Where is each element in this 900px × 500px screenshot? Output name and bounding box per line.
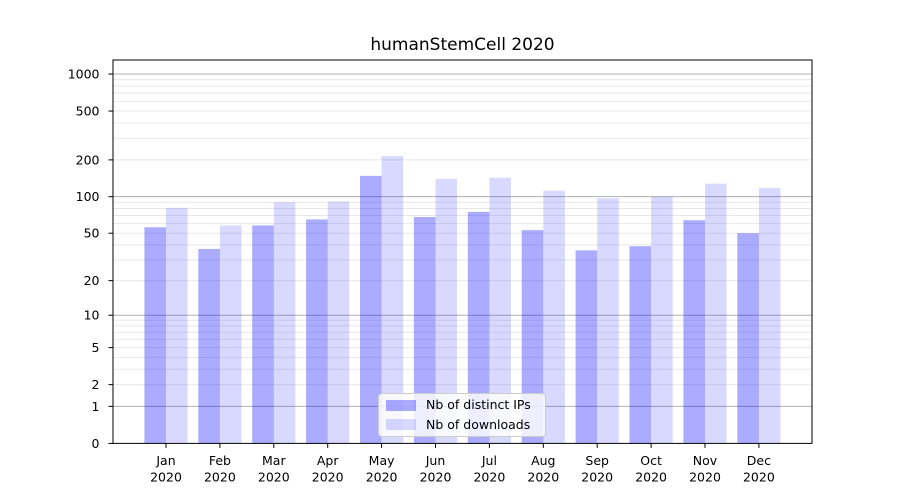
bar-feb-nb-of-distinct-ips <box>198 248 220 444</box>
bar-may-nb-of-distinct-ips <box>360 175 382 444</box>
x-tick-year-aug: 2020 <box>527 470 559 485</box>
bar-feb-nb-of-downloads <box>219 225 242 444</box>
bar-jun-nb-of-downloads <box>435 178 458 444</box>
bar-dec-nb-of-distinct-ips <box>737 233 759 444</box>
y-tick-label-5: 5 <box>92 340 100 355</box>
legend-item-downloads: Nb of downloads <box>386 416 537 432</box>
bar-aug-nb-of-downloads <box>543 190 565 444</box>
x-tick-label-jan: Jan <box>155 453 175 468</box>
bar-may-nb-of-downloads <box>381 156 404 444</box>
x-tick-year-oct: 2020 <box>635 470 667 485</box>
x-tick-year-jan: 2020 <box>150 470 182 485</box>
legend-swatch-distinct-ips <box>386 399 416 411</box>
x-tick-year-apr: 2020 <box>312 470 344 485</box>
bar-aug-nb-of-distinct-ips <box>521 230 544 444</box>
legend-label-downloads: Nb of downloads <box>426 416 531 432</box>
bar-nov-nb-of-downloads <box>705 183 727 444</box>
x-tick-year-dec: 2020 <box>743 470 775 485</box>
bar-jan-nb-of-distinct-ips <box>144 227 166 444</box>
y-tick-label-200: 200 <box>76 152 100 167</box>
bar-oct-nb-of-distinct-ips <box>629 246 652 444</box>
bar-jun-nb-of-distinct-ips <box>413 217 436 444</box>
y-tick-label-2: 2 <box>92 377 100 392</box>
x-tick-year-jul: 2020 <box>473 470 505 485</box>
bar-oct-nb-of-downloads <box>651 196 673 444</box>
x-tick-label-may: May <box>369 453 395 468</box>
x-tick-label-nov: Nov <box>693 453 718 468</box>
x-tick-label-mar: Mar <box>262 453 286 468</box>
x-tick-label-aug: Aug <box>531 453 555 468</box>
x-tick-label-jun: Jun <box>425 453 446 468</box>
x-tick-year-nov: 2020 <box>689 470 721 485</box>
y-tick-label-1000: 1000 <box>68 67 100 82</box>
bar-sep-nb-of-distinct-ips <box>575 250 598 444</box>
x-tick-label-apr: Apr <box>317 453 339 468</box>
bar-jan-nb-of-downloads <box>166 207 188 444</box>
y-tick-label-0: 0 <box>92 436 100 451</box>
x-tick-year-feb: 2020 <box>204 470 236 485</box>
bar-jul-nb-of-downloads <box>489 177 511 444</box>
x-tick-label-sep: Sep <box>585 453 609 468</box>
y-tick-label-10: 10 <box>84 308 100 323</box>
x-tick-year-sep: 2020 <box>581 470 613 485</box>
x-tick-year-mar: 2020 <box>258 470 290 485</box>
bar-jul-nb-of-distinct-ips <box>467 211 490 444</box>
x-tick-label-feb: Feb <box>209 453 231 468</box>
x-tick-label-oct: Oct <box>640 453 662 468</box>
bar-dec-nb-of-downloads <box>758 187 781 444</box>
bar-apr-nb-of-downloads <box>327 201 350 444</box>
y-tick-label-1: 1 <box>92 399 100 414</box>
chart-title: humanStemCell 2020 <box>370 35 555 55</box>
y-tick-label-500: 500 <box>76 104 100 119</box>
legend-label-distinct-ips: Nb of distinct IPs <box>426 397 531 412</box>
x-tick-label-dec: Dec <box>747 453 771 468</box>
bar-mar-nb-of-downloads <box>273 202 296 444</box>
y-tick-label-50: 50 <box>84 226 100 241</box>
bar-sep-nb-of-downloads <box>597 198 619 444</box>
legend-item-distinct-ips: Nb of distinct IPs <box>386 397 537 412</box>
y-tick-label-100: 100 <box>76 189 100 204</box>
y-tick-label-20: 20 <box>84 273 100 288</box>
bar-nov-nb-of-distinct-ips <box>683 220 705 444</box>
plot-frame <box>112 59 813 444</box>
x-tick-label-jul: Jul <box>481 453 497 468</box>
x-tick-year-may: 2020 <box>366 470 398 485</box>
x-tick-year-jun: 2020 <box>420 470 452 485</box>
legend-swatch-downloads <box>386 419 416 431</box>
bar-mar-nb-of-distinct-ips <box>252 225 274 444</box>
bar-apr-nb-of-distinct-ips <box>306 219 328 444</box>
legend: Nb of distinct IPs Nb of downloads <box>378 393 546 437</box>
